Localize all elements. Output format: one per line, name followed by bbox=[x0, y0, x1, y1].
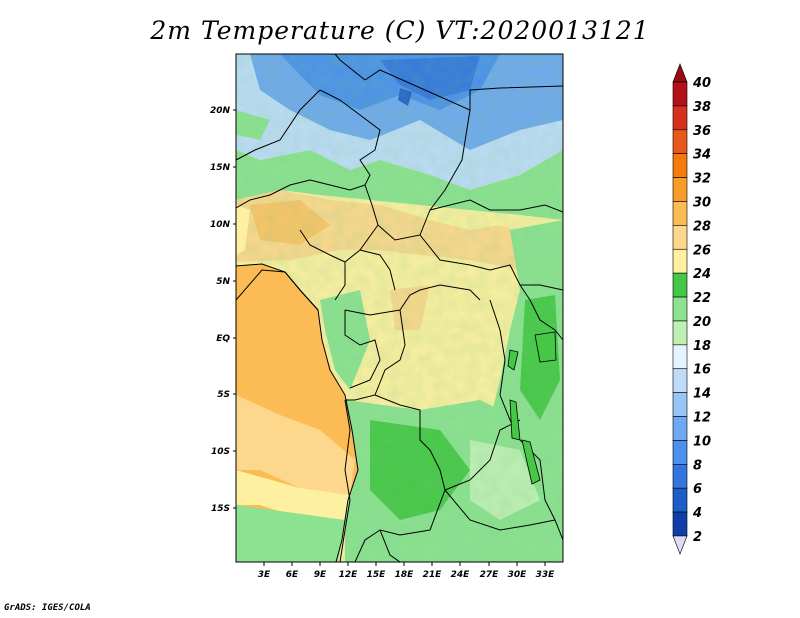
colorbar-cell bbox=[672, 81, 688, 107]
colorbar-cell bbox=[672, 153, 688, 178]
colorbar-label: 8 bbox=[693, 458, 702, 473]
colorbar-label: 40 bbox=[692, 76, 711, 91]
colorbar-label: 10 bbox=[693, 434, 711, 449]
colorbar-label: 4 bbox=[692, 506, 702, 521]
colorbar-under-triangle bbox=[672, 535, 688, 555]
colorbar-cell bbox=[672, 487, 688, 513]
lon-label: 15E bbox=[367, 570, 387, 580]
lon-label: 12E bbox=[339, 570, 359, 580]
colorbar-label: 24 bbox=[693, 267, 711, 282]
colorbar-label: 38 bbox=[693, 100, 711, 115]
colorbar-label: 36 bbox=[693, 124, 711, 139]
lat-label: 20N bbox=[210, 106, 231, 116]
lat-label: 15S bbox=[211, 504, 230, 514]
colorbar-cell bbox=[672, 440, 688, 465]
map-frame bbox=[235, 53, 564, 563]
colorbar-cell bbox=[672, 177, 688, 202]
colorbar-label: 12 bbox=[693, 411, 711, 426]
lat-label: 5S bbox=[217, 390, 230, 400]
lon-label: 6E bbox=[286, 570, 299, 580]
colorbar-cell bbox=[672, 129, 688, 154]
lon-label: 27E bbox=[480, 570, 500, 580]
longitude-axis: 3E 6E 9E 12E 15E 18E 21E 24E 27E 30E 33E bbox=[258, 562, 555, 580]
colorbar-label: 22 bbox=[693, 291, 711, 306]
lon-label: 3E bbox=[258, 570, 271, 580]
coastline bbox=[236, 263, 359, 562]
colorbar-cells bbox=[672, 63, 688, 555]
colorbar-label: 18 bbox=[693, 339, 711, 354]
lat-label: EQ bbox=[216, 334, 230, 344]
colorbar-cell bbox=[672, 225, 688, 250]
grads-credit: GrADS: IGES/COLA bbox=[4, 603, 91, 613]
colorbar-label: 30 bbox=[693, 195, 711, 210]
colorbar-label: 20 bbox=[693, 315, 711, 330]
temperature-field bbox=[236, 54, 563, 562]
colorbar-over-triangle bbox=[672, 63, 688, 83]
colorbar-label: 28 bbox=[693, 219, 711, 234]
lon-label: 24E bbox=[451, 570, 471, 580]
colorbar-cell bbox=[672, 248, 688, 274]
colorbar-cell bbox=[672, 464, 688, 489]
colorbar-cell bbox=[672, 201, 688, 226]
latitude-axis: 20N 15N 10N 5N EQ 5S 10S 15S bbox=[210, 106, 236, 514]
colorbar-cell bbox=[672, 272, 688, 298]
colorbar-cell bbox=[672, 105, 688, 131]
great-lakes bbox=[507, 331, 557, 485]
colorbar-labels: 40 38 36 34 32 30 28 26 24 22 20 18 16 14 12 10 8 6 4 2 bbox=[692, 76, 711, 545]
colorbar-label: 16 bbox=[693, 363, 711, 378]
lat-label: 10N bbox=[210, 220, 231, 230]
colorbar-label: 34 bbox=[693, 148, 711, 163]
map-title: 2m Temperature (C) VT:2020013121 bbox=[150, 16, 650, 45]
colorbar-cell bbox=[672, 344, 688, 370]
colorbar-cell bbox=[672, 416, 688, 441]
lon-label: 30E bbox=[508, 570, 528, 580]
lon-label: 33E bbox=[536, 570, 556, 580]
lon-label: 21E bbox=[423, 570, 443, 580]
colorbar-cell bbox=[672, 296, 688, 322]
lat-label: 10S bbox=[211, 447, 230, 457]
colorbar-cell bbox=[672, 392, 688, 417]
colorbar-label: 2 bbox=[693, 530, 702, 545]
colorbar-label: 32 bbox=[693, 172, 711, 187]
colorbar-label: 26 bbox=[693, 243, 711, 258]
colorbar-label: 6 bbox=[693, 482, 702, 497]
colorbar-label: 14 bbox=[693, 387, 711, 402]
colorbar-cell bbox=[672, 320, 688, 346]
lon-label: 9E bbox=[314, 570, 327, 580]
lon-label: 18E bbox=[395, 570, 415, 580]
lat-label: 15N bbox=[210, 163, 231, 173]
country-borders bbox=[236, 54, 563, 562]
colorbar-cell bbox=[672, 511, 688, 537]
colorbar-cell bbox=[672, 368, 688, 393]
lat-label: 5N bbox=[216, 277, 230, 287]
